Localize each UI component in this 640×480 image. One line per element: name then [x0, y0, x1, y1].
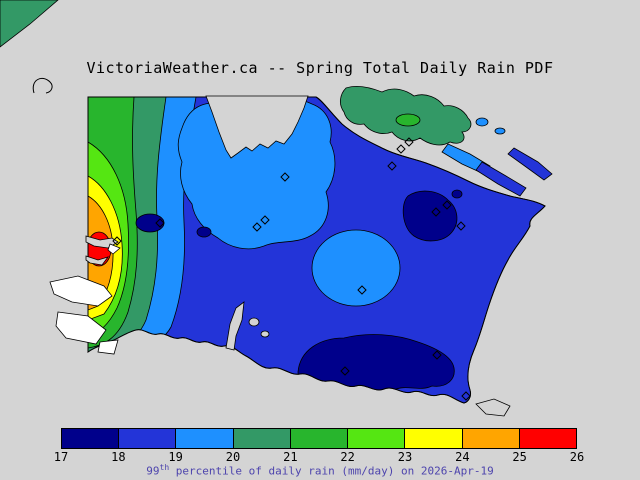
colorbar-segment	[462, 429, 520, 448]
colorbar-tick: 26	[569, 450, 585, 464]
colorbar-tick: 22	[340, 450, 355, 464]
contour-fills	[88, 97, 463, 393]
station-marker	[461, 391, 471, 401]
contour-19-20-central	[311, 229, 401, 307]
outside-land-1	[49, 275, 113, 307]
small-island-ne-1	[475, 117, 489, 127]
west-inlet-2	[85, 255, 110, 266]
page-title: VictoriaWeather.ca -- Spring Total Daily…	[86, 59, 554, 77]
station-marker	[155, 218, 165, 228]
station-marker	[396, 144, 406, 154]
station-marker	[112, 236, 122, 246]
caption-text: percentile of daily rain (mm/day) on 202…	[169, 464, 494, 478]
colorbar-segment	[290, 429, 349, 448]
islet-2	[260, 330, 270, 338]
colorbar-segment	[176, 429, 234, 448]
islet-1	[248, 317, 260, 327]
colorbar-segment	[119, 429, 177, 448]
west-spit	[107, 243, 121, 255]
colorbar-tick: 23	[397, 450, 413, 464]
station-marker	[431, 207, 441, 217]
station-marker	[432, 350, 442, 360]
outside-islet-southeast	[475, 398, 511, 417]
colorbar-segment	[62, 429, 120, 448]
station-marker	[456, 221, 466, 231]
outside-land-3	[97, 339, 119, 355]
colorbar-segment	[233, 429, 291, 448]
station-markers	[112, 137, 471, 401]
contour-17-18-speck	[451, 189, 463, 199]
colorbar-segment	[519, 429, 576, 448]
mainland-21-22-spot	[395, 113, 421, 127]
colorbar-caption: 99th percentile of daily rain (mm/day) o…	[0, 463, 640, 478]
station-marker	[357, 285, 367, 295]
small-island-ne-2	[494, 127, 506, 135]
colorbar-ticks: 17 18 19 20 21 22 23 24 25 26	[54, 450, 584, 464]
colorbar-tick: 17	[53, 450, 69, 464]
outside-land-2	[55, 311, 107, 345]
gulf-island-2	[475, 161, 527, 197]
station-marker	[442, 200, 452, 210]
colorbar-tick: 25	[512, 450, 527, 464]
station-marker	[340, 366, 350, 376]
contour-17-18-small-west	[135, 213, 165, 233]
island-coastline	[87, 96, 546, 404]
caption-prefix: 99	[146, 464, 160, 478]
colorbar-tick: 24	[455, 450, 470, 464]
south-inlet	[225, 301, 245, 351]
station-marker	[280, 172, 290, 182]
station-marker	[252, 222, 262, 232]
contour-17-18-small-mid	[196, 226, 212, 238]
colorbar-tick: 20	[225, 450, 241, 464]
colorbar-tick: 19	[168, 450, 183, 464]
station-marker	[387, 161, 397, 171]
coastline-hook	[32, 78, 53, 94]
colorbar	[61, 428, 577, 449]
station-marker	[404, 137, 414, 147]
colorbar-segment	[405, 429, 463, 448]
colorbar-tick: 21	[283, 450, 298, 464]
station-marker	[260, 215, 270, 225]
mainland-corner-fragment	[0, 0, 59, 48]
caption-superscript: th	[159, 463, 170, 472]
contour-17-18-northeast	[402, 190, 458, 242]
north-bay-inlet	[205, 95, 309, 159]
gulf-island-3	[507, 147, 553, 181]
colorbar-segment	[348, 429, 406, 448]
colorbar-tick: 18	[111, 450, 126, 464]
